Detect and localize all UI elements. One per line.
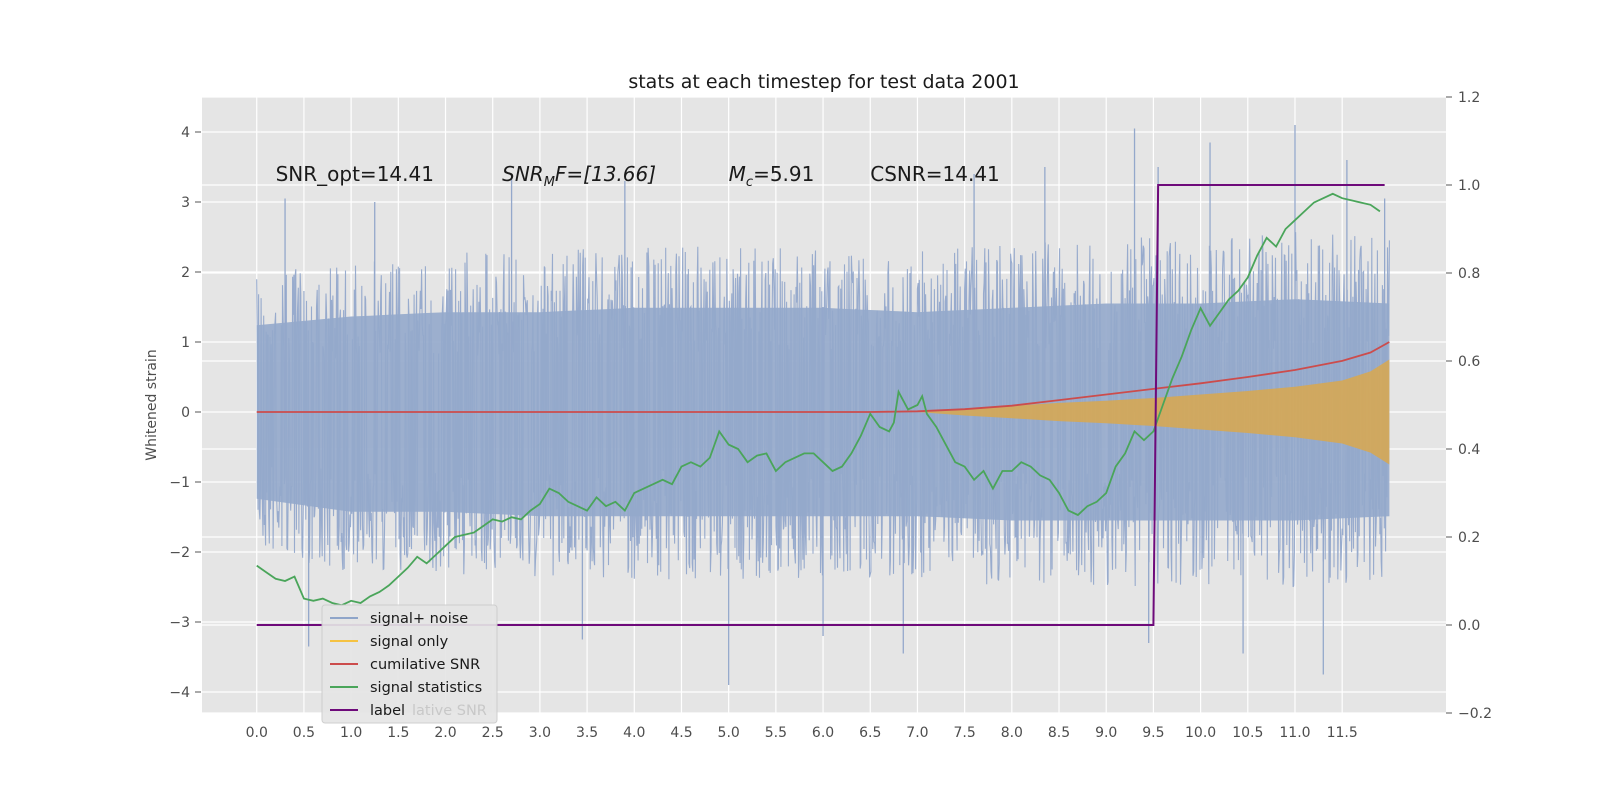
x-tick-label: 5.5 (765, 725, 787, 741)
x-tick-label: 9.5 (1142, 725, 1164, 741)
y-tick-label: −1 (169, 475, 190, 491)
x-tick-label: 7.5 (954, 725, 976, 741)
annotation-subscript: c (746, 175, 753, 190)
x-tick-label: 8.0 (1001, 725, 1023, 741)
legend-ghost-text: lative SNR (412, 703, 487, 719)
annotations: SNR_opt=14.41 SNRMF=[13.66] Mc=5.91 CSNR=14… (276, 162, 1000, 190)
x-tick-label: 1.0 (340, 725, 362, 741)
x-tick-label: 6.0 (812, 725, 834, 741)
annotation-subscript: M (544, 175, 555, 190)
x-tick-label: 4.0 (623, 725, 645, 741)
y-tick-label: −3 (169, 615, 190, 631)
legend-entry-label: signal statistics (370, 680, 482, 696)
x-tick-label: 4.5 (670, 725, 692, 741)
x-tick-label: 5.0 (718, 725, 740, 741)
legend: signal+ noise signal only cumilative SNR si… (321, 604, 498, 724)
y2-tick-label: 1.0 (1458, 178, 1480, 194)
x-tick-label: 2.0 (434, 725, 456, 741)
x-tick-label: 3.5 (576, 725, 598, 741)
y2-tick-label: 0.0 (1458, 618, 1480, 634)
annotation-prefix: M (729, 162, 746, 186)
y-tick-label: −2 (169, 545, 190, 561)
series-layer (256, 125, 1390, 685)
legend-entry-label: signal+ noise (370, 611, 468, 627)
x-tick-label: 2.5 (482, 725, 504, 741)
annotation-2: SNRMF=[13.66] (502, 162, 656, 190)
y2-tick-label: 0.8 (1458, 266, 1480, 282)
y2-tick-label: −0.2 (1458, 706, 1492, 722)
x-tick-label: 0.0 (246, 725, 268, 741)
x-tick-label: 11.0 (1279, 725, 1310, 741)
y-tick-label: 0 (181, 405, 190, 421)
axis-ticks: 0.0 0.5 1.0 1.5 2.0 2.5 3.0 3.5 4.0 4.5 5.0 5.5 6.0 6… (169, 90, 1492, 741)
y-tick-label: −4 (169, 685, 190, 701)
annotation-suffix: =5.91 (753, 162, 814, 186)
y-tick-label: 3 (181, 195, 190, 211)
legend-entry-label: cumilative SNR (370, 657, 480, 673)
y2-tick-label: 1.2 (1458, 90, 1480, 106)
legend-box (321, 604, 498, 724)
x-tick-label: 10.0 (1185, 725, 1216, 741)
x-tick-label: 7.0 (906, 725, 928, 741)
y-axis-label: Whitened strain (144, 349, 160, 460)
x-tick-label: 8.5 (1048, 725, 1070, 741)
y-tick-label: 2 (181, 265, 190, 281)
x-tick-label: 10.5 (1232, 725, 1263, 741)
x-tick-label: 1.5 (387, 725, 409, 741)
legend-entry-label: signal only (370, 634, 449, 650)
annotation-prefix: SNR (502, 162, 544, 186)
annotation-1: SNR_opt=14.41 (276, 162, 434, 186)
x-tick-label: 0.5 (293, 725, 315, 741)
cumulative-snr-line (256, 341, 1390, 413)
x-tick-label: 11.5 (1327, 725, 1358, 741)
legend-entry-label: label (370, 703, 405, 719)
y-tick-label: 4 (181, 125, 190, 141)
y2-tick-label: 0.2 (1458, 530, 1480, 546)
x-tick-label: 3.0 (529, 725, 551, 741)
y2-tick-label: 0.4 (1458, 442, 1480, 458)
annotation-3: Mc=5.91 (729, 162, 815, 190)
signal-only-band (917, 359, 1390, 465)
label-line (256, 184, 1385, 626)
annotation-4: CSNR=14.41 (870, 162, 1000, 186)
x-tick-label: 6.5 (859, 725, 881, 741)
chart-title: stats at each timestep for test data 200… (628, 71, 1019, 93)
signal-statistics-line (256, 192, 1381, 607)
x-tick-label: 9.0 (1095, 725, 1117, 741)
y-tick-label: 1 (181, 335, 190, 351)
annotation-suffix: F=[13.66] (555, 162, 656, 186)
y2-tick-label: 0.6 (1458, 354, 1480, 370)
